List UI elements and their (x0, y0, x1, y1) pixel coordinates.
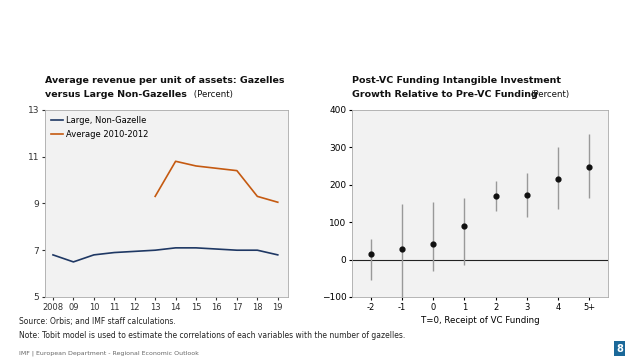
Point (522, 192, 532, 198)
Point (365, 251, 376, 257)
Text: Post-VC Funding Intangible Investment: Post-VC Funding Intangible Investment (352, 76, 561, 85)
Text: (Percent): (Percent) (530, 90, 569, 99)
Text: IMF | European Department - Regional Economic Outlook: IMF | European Department - Regional Eco… (19, 350, 199, 356)
X-axis label: T=0, Receipt of VC Funding: T=0, Receipt of VC Funding (420, 316, 540, 325)
Text: Growth Relative to Pre-VC Funding: Growth Relative to Pre-VC Funding (352, 90, 538, 99)
Text: can foster promising young firms: can foster promising young firms (195, 42, 445, 55)
Point (490, 193, 500, 199)
Point (460, 223, 470, 229)
Point (584, 164, 595, 170)
Text: versus Large Non-Gazelles: versus Large Non-Gazelles (45, 90, 187, 99)
Point (428, 241, 438, 247)
Text: Source: Orbis; and IMF staff calculations.: Source: Orbis; and IMF staff calculation… (19, 317, 176, 326)
Point (553, 176, 563, 182)
Text: (Percent): (Percent) (191, 90, 232, 99)
Legend: Large, Non-Gazelle, Average 2010-2012: Large, Non-Gazelle, Average 2010-2012 (49, 114, 150, 140)
Text: 8: 8 (616, 343, 623, 354)
Text: Investing in human capital and alleviating financial constraints: Investing in human capital and alleviati… (83, 17, 557, 30)
Point (397, 246, 407, 252)
Text: Average revenue per unit of assets: Gazelles: Average revenue per unit of assets: Gaze… (45, 76, 284, 85)
Text: Note: Tobit model is used to estimate the correlations of each variables with th: Note: Tobit model is used to estimate th… (19, 331, 406, 340)
